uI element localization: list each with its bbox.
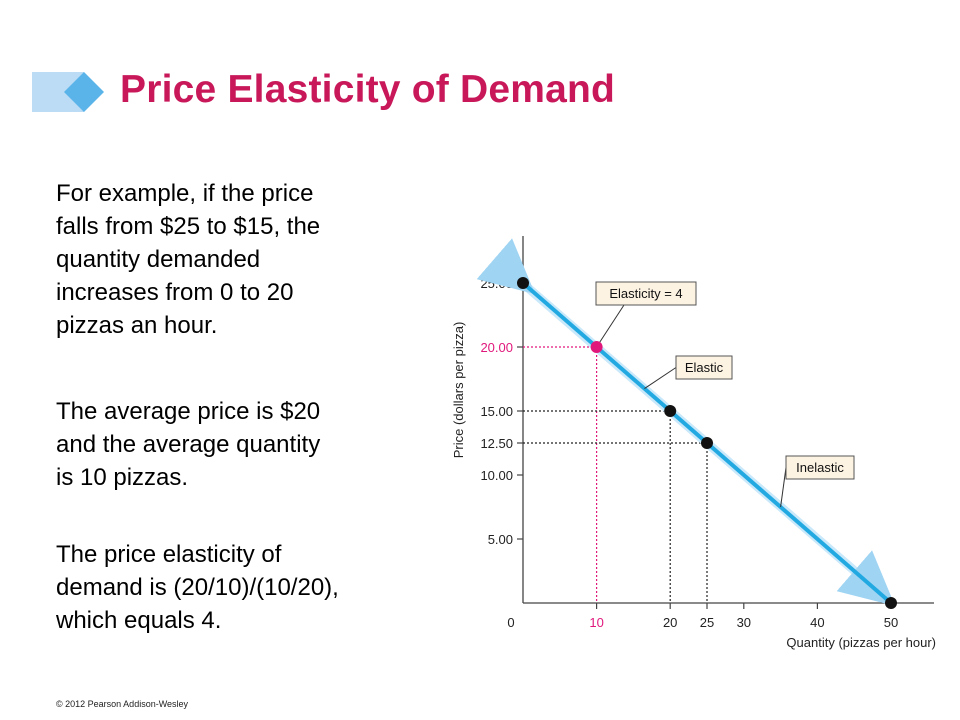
callouts: Elasticity = 4 Elastic Inelastic [595, 281, 855, 508]
copyright-notice: © 2012 Pearson Addison-Wesley [56, 699, 189, 709]
x-tick-label: 50 [884, 615, 898, 630]
callout: Elastic [644, 355, 733, 390]
x-ticks: 0 10 20 25 30 40 50 [507, 603, 898, 630]
diamond-icon [64, 72, 104, 112]
callout-leader [596, 304, 625, 348]
y-tick-label: 25.00 [480, 276, 513, 291]
x-axis-label: Quantity (pizzas per hour) [786, 635, 936, 650]
guide-lines [523, 346, 708, 603]
callout-box [785, 455, 855, 480]
y-tick-label: 12.50 [480, 436, 513, 451]
callout-leader [780, 467, 787, 508]
y-tick-label: 20.00 [480, 340, 513, 355]
callout-leader [644, 367, 677, 390]
demand-point [517, 277, 529, 289]
y-tick-label: 15.00 [480, 404, 513, 419]
callout-box [675, 355, 733, 380]
demand-point [885, 597, 897, 609]
demand-points [517, 277, 897, 609]
x-tick-label: 10 [589, 615, 603, 630]
example-paragraph: For example, if the price falls from $25… [56, 180, 321, 339]
x-tick-label: 40 [810, 615, 824, 630]
average-paragraph: The average price is $20 and the average… [56, 398, 321, 491]
demand-point [664, 405, 677, 417]
y-tick-label: 5.00 [488, 532, 513, 547]
demand-point [701, 437, 713, 449]
callout-label: Elastic [685, 360, 724, 375]
x-tick-label: 0 [507, 615, 514, 630]
x-tick-label: 20 [663, 615, 677, 630]
callout-box [595, 281, 697, 306]
y-ticks: 5.00 10.00 12.50 15.00 20.00 25.00 [480, 276, 523, 547]
x-tick-label: 30 [737, 615, 751, 630]
title-decoration [32, 72, 104, 112]
callout-label: Inelastic [796, 460, 844, 475]
callout-label: Elasticity = 4 [609, 286, 682, 301]
y-axis-label: Price (dollars per pizza) [451, 322, 466, 459]
x-tick-label: 25 [700, 615, 714, 630]
slide-title: Price Elasticity of Demand [120, 68, 616, 111]
callout: Elasticity = 4 [595, 281, 697, 348]
y-tick-label: 10.00 [480, 468, 513, 483]
callout: Inelastic [780, 455, 855, 508]
highlighted-point [590, 341, 603, 353]
elasticity-paragraph: The price elasticity of demand is (20/10… [56, 541, 339, 634]
